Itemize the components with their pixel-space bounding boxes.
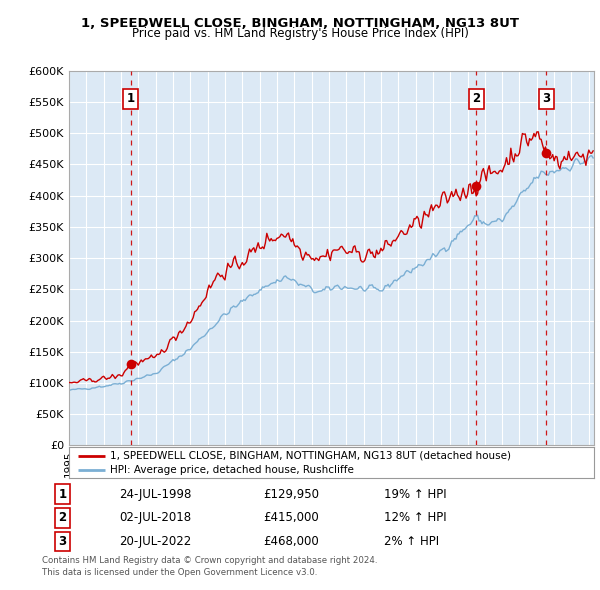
Text: 1, SPEEDWELL CLOSE, BINGHAM, NOTTINGHAM, NG13 8UT (detached house): 1, SPEEDWELL CLOSE, BINGHAM, NOTTINGHAM,… [110,451,511,461]
Text: Contains HM Land Registry data © Crown copyright and database right 2024.
This d: Contains HM Land Registry data © Crown c… [42,556,377,576]
Text: 2: 2 [58,512,67,525]
Text: 2% ↑ HPI: 2% ↑ HPI [384,535,439,548]
Text: £129,950: £129,950 [263,487,319,500]
Text: 3: 3 [542,93,550,106]
Text: 02-JUL-2018: 02-JUL-2018 [119,512,191,525]
Text: 3: 3 [58,535,67,548]
Text: 1: 1 [127,93,135,106]
Text: HPI: Average price, detached house, Rushcliffe: HPI: Average price, detached house, Rush… [110,464,354,474]
Text: 12% ↑ HPI: 12% ↑ HPI [384,512,447,525]
Text: Price paid vs. HM Land Registry's House Price Index (HPI): Price paid vs. HM Land Registry's House … [131,27,469,40]
Text: 1, SPEEDWELL CLOSE, BINGHAM, NOTTINGHAM, NG13 8UT: 1, SPEEDWELL CLOSE, BINGHAM, NOTTINGHAM,… [81,17,519,30]
Text: 1: 1 [58,487,67,500]
Text: 24-JUL-1998: 24-JUL-1998 [119,487,191,500]
Text: 20-JUL-2022: 20-JUL-2022 [119,535,191,548]
Text: 2: 2 [472,93,480,106]
Text: £415,000: £415,000 [263,512,319,525]
Text: £468,000: £468,000 [263,535,319,548]
Text: 19% ↑ HPI: 19% ↑ HPI [384,487,447,500]
